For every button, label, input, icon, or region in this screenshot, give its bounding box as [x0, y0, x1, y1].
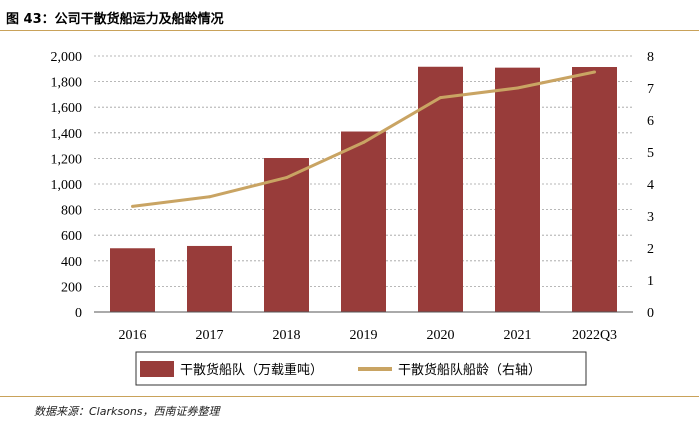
y-tick-label: 1,200	[51, 152, 83, 167]
legend-box	[135, 351, 587, 386]
age-point-2021	[516, 86, 519, 90]
y-tick-label: 600	[61, 229, 82, 244]
age-point-2017	[208, 195, 211, 199]
y-tick-label: 1,400	[51, 127, 83, 142]
x-tick-label: 2016	[119, 328, 147, 343]
legend-label-bar: 干散货船队（万载重吨）	[180, 362, 323, 378]
x-tick-label: 2018	[273, 328, 301, 343]
y2-tick-label: 2	[647, 242, 654, 257]
y2-tick-label: 0	[647, 306, 654, 321]
line-series	[131, 70, 596, 208]
y-axis-left: 0 200 400 600 800 1,000 1,200 1,400 1,600 1,800 2,…	[51, 50, 83, 321]
y2-tick-label: 8	[647, 50, 654, 65]
age-point-2019	[362, 140, 365, 144]
legend: 干散货船队（万载重吨） 干散货船队船龄（右轴）	[135, 351, 587, 386]
age-point-2022Q3	[593, 70, 596, 74]
bar-2020	[418, 66, 463, 312]
y2-tick-label: 7	[647, 82, 654, 97]
y-tick-label: 200	[61, 280, 82, 295]
y-tick-label: 1,000	[51, 178, 83, 193]
age-point-2016	[131, 204, 134, 208]
bar-2016	[110, 248, 155, 312]
x-tick-label: 2019	[350, 328, 378, 343]
x-tick-label: 2022Q3	[572, 328, 617, 343]
age-point-2020	[439, 96, 442, 100]
y2-tick-label: 3	[647, 210, 654, 225]
y2-tick-label: 1	[647, 274, 654, 289]
bar-2022Q3	[572, 67, 617, 313]
bar-2021	[495, 67, 540, 312]
y-tick-label: 2,000	[51, 50, 83, 65]
y2-tick-label: 4	[647, 178, 654, 193]
legend-label-line: 干散货船队船龄（右轴）	[398, 362, 541, 378]
x-tick-label: 2020	[427, 328, 455, 343]
y2-tick-label: 5	[647, 146, 654, 161]
bar-2019	[341, 131, 386, 312]
y-axis-right: 0 1 2 3 4 5 6 7 8	[647, 50, 654, 321]
bottom-rule	[0, 396, 699, 397]
bar-series	[110, 66, 617, 313]
age-point-2018	[285, 176, 288, 180]
chart: 0 200 400 600 800 1,000 1,200 1,400 1,600 1,800 2,…	[51, 50, 654, 386]
figure-title: 图 43：公司干散货船运力及船龄情况	[6, 12, 224, 27]
source-note: 数据来源：Clarksons，西南证券整理	[34, 405, 220, 418]
y-tick-label: 800	[61, 204, 82, 219]
y-tick-label: 0	[75, 306, 82, 321]
top-rule	[0, 30, 699, 31]
bar-2017	[187, 245, 232, 312]
bar-2018	[264, 158, 309, 312]
x-axis: 2016 2017 2018 2019 2020 2021 2022Q3	[119, 328, 618, 343]
legend-swatch-bar	[140, 361, 174, 377]
x-tick-label: 2017	[196, 328, 224, 343]
x-tick-label: 2021	[504, 328, 532, 343]
y-tick-label: 1,800	[51, 76, 83, 91]
y-tick-label: 400	[61, 255, 82, 270]
y-tick-label: 1,600	[51, 101, 83, 116]
y2-tick-label: 6	[647, 114, 654, 129]
